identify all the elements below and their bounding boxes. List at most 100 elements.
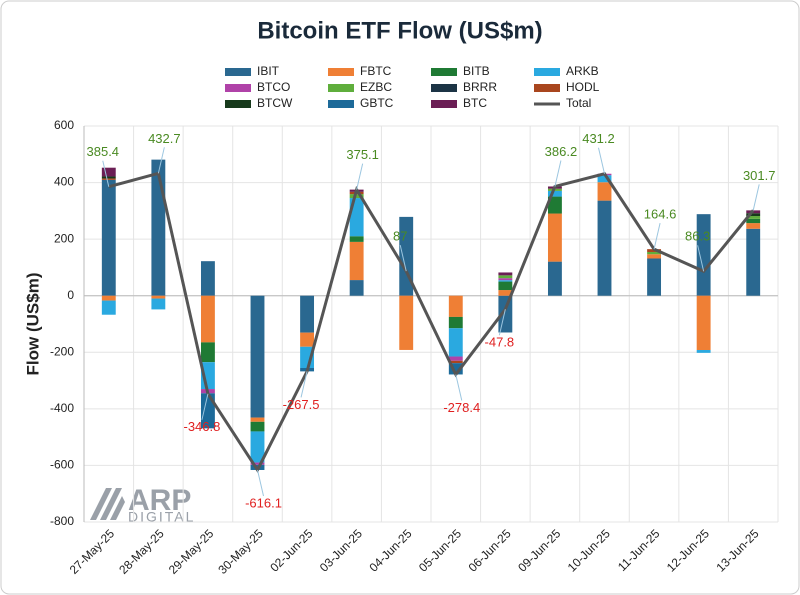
bar-segment — [101, 179, 116, 296]
bar-segment — [547, 190, 562, 197]
legend-label: Total — [566, 96, 591, 110]
total-label: 86.3 — [685, 229, 710, 244]
bar-segment — [498, 280, 513, 282]
total-label: -346.8 — [183, 419, 220, 434]
bar-segment — [101, 178, 116, 180]
total-label: -278.4 — [443, 400, 480, 415]
legend-swatch — [534, 68, 560, 76]
bar-segment — [250, 421, 265, 432]
legend-swatch — [225, 84, 251, 92]
bar-segment — [647, 251, 662, 255]
legend-label: IBIT — [257, 64, 280, 78]
y-tick-label: 600 — [54, 118, 74, 132]
bar-segment — [498, 281, 513, 291]
bar-segment — [746, 213, 761, 217]
bar-segment — [498, 278, 513, 281]
label-leader — [157, 147, 165, 174]
bar-segment — [448, 363, 463, 375]
label-leader — [498, 309, 506, 336]
bar-segment — [597, 182, 612, 201]
total-label: 386.2 — [545, 144, 578, 159]
bar-segment — [101, 295, 116, 301]
bar-segment — [498, 275, 513, 279]
bar-segment — [746, 228, 761, 296]
bar-segment — [349, 194, 364, 199]
total-label: 385.4 — [87, 144, 120, 159]
total-label: 431.2 — [582, 131, 615, 146]
y-tick-label: -400 — [50, 401, 74, 415]
logo-icon — [90, 488, 125, 520]
label-leader — [752, 184, 760, 211]
bar-segment — [101, 300, 116, 315]
total-label: -616.1 — [245, 495, 282, 510]
bar-segment — [250, 462, 265, 465]
legend-swatch — [328, 100, 354, 108]
total-label: 375.1 — [346, 147, 379, 162]
label-leader — [300, 371, 308, 398]
bar-segment — [250, 417, 265, 422]
bar-segment — [647, 258, 662, 296]
bar-segment — [647, 254, 662, 259]
watermark-sub: DIGITAL — [128, 509, 195, 525]
total-line — [108, 171, 755, 473]
total-label: 301.7 — [743, 168, 776, 183]
bar-segment — [547, 196, 562, 214]
y-tick-label: 200 — [54, 231, 74, 245]
legend-swatch — [225, 68, 251, 76]
total-label: 87 — [393, 229, 407, 244]
total-label: 164.6 — [644, 207, 677, 222]
legend-swatch — [225, 100, 251, 108]
y-tick-label: -800 — [50, 514, 74, 528]
bar-segment — [250, 295, 265, 418]
legend-label: ARKB — [566, 64, 599, 78]
bar-segment — [399, 295, 414, 350]
bar-segment — [498, 272, 513, 276]
legend-label: BRRR — [463, 80, 497, 94]
bar-segment — [448, 316, 463, 329]
bar-segment — [746, 223, 761, 229]
bar-segment — [696, 295, 711, 351]
legend-label: BTC — [463, 96, 487, 110]
legend-label: BITB — [463, 64, 490, 78]
bar-segment — [448, 360, 463, 364]
bar-segment — [151, 298, 166, 310]
label-leader — [455, 374, 463, 401]
legend-label: GBTC — [360, 96, 394, 110]
legend-label: EZBC — [360, 80, 392, 94]
legend-swatch — [534, 84, 560, 92]
label-leader — [554, 160, 562, 187]
watermark: ARP — [128, 484, 191, 517]
bar-segment — [448, 356, 463, 361]
legend-swatch — [328, 84, 354, 92]
bar-segment — [696, 214, 711, 296]
bar-segment — [547, 213, 562, 262]
total-label: -47.8 — [485, 335, 515, 350]
bar-segment — [200, 342, 215, 363]
label-leader — [697, 245, 705, 272]
legend-swatch — [431, 68, 457, 76]
legend-swatch — [431, 84, 457, 92]
label-leader — [399, 244, 407, 272]
legend-label: HODL — [566, 80, 600, 94]
bar-segment — [448, 295, 463, 317]
legend-swatch — [328, 68, 354, 76]
bar-segment — [300, 332, 315, 347]
bar-segment — [349, 241, 364, 281]
bar-segment — [746, 216, 761, 219]
total-label: 432.7 — [148, 131, 181, 146]
label-leader — [598, 147, 605, 174]
bar-segment — [746, 218, 761, 224]
legend-label: FBTC — [360, 64, 392, 78]
bar-segment — [597, 175, 612, 183]
bar-segment — [151, 295, 166, 299]
legend-label: BTCW — [257, 96, 293, 110]
bar-segment — [300, 295, 315, 333]
bar-segment — [101, 176, 116, 179]
bar-segment — [547, 261, 562, 296]
label-leader — [356, 163, 364, 190]
bar-segment — [101, 167, 116, 177]
y-tick-label: 400 — [54, 175, 74, 189]
label-leader — [257, 469, 264, 497]
label-leader — [653, 223, 661, 250]
